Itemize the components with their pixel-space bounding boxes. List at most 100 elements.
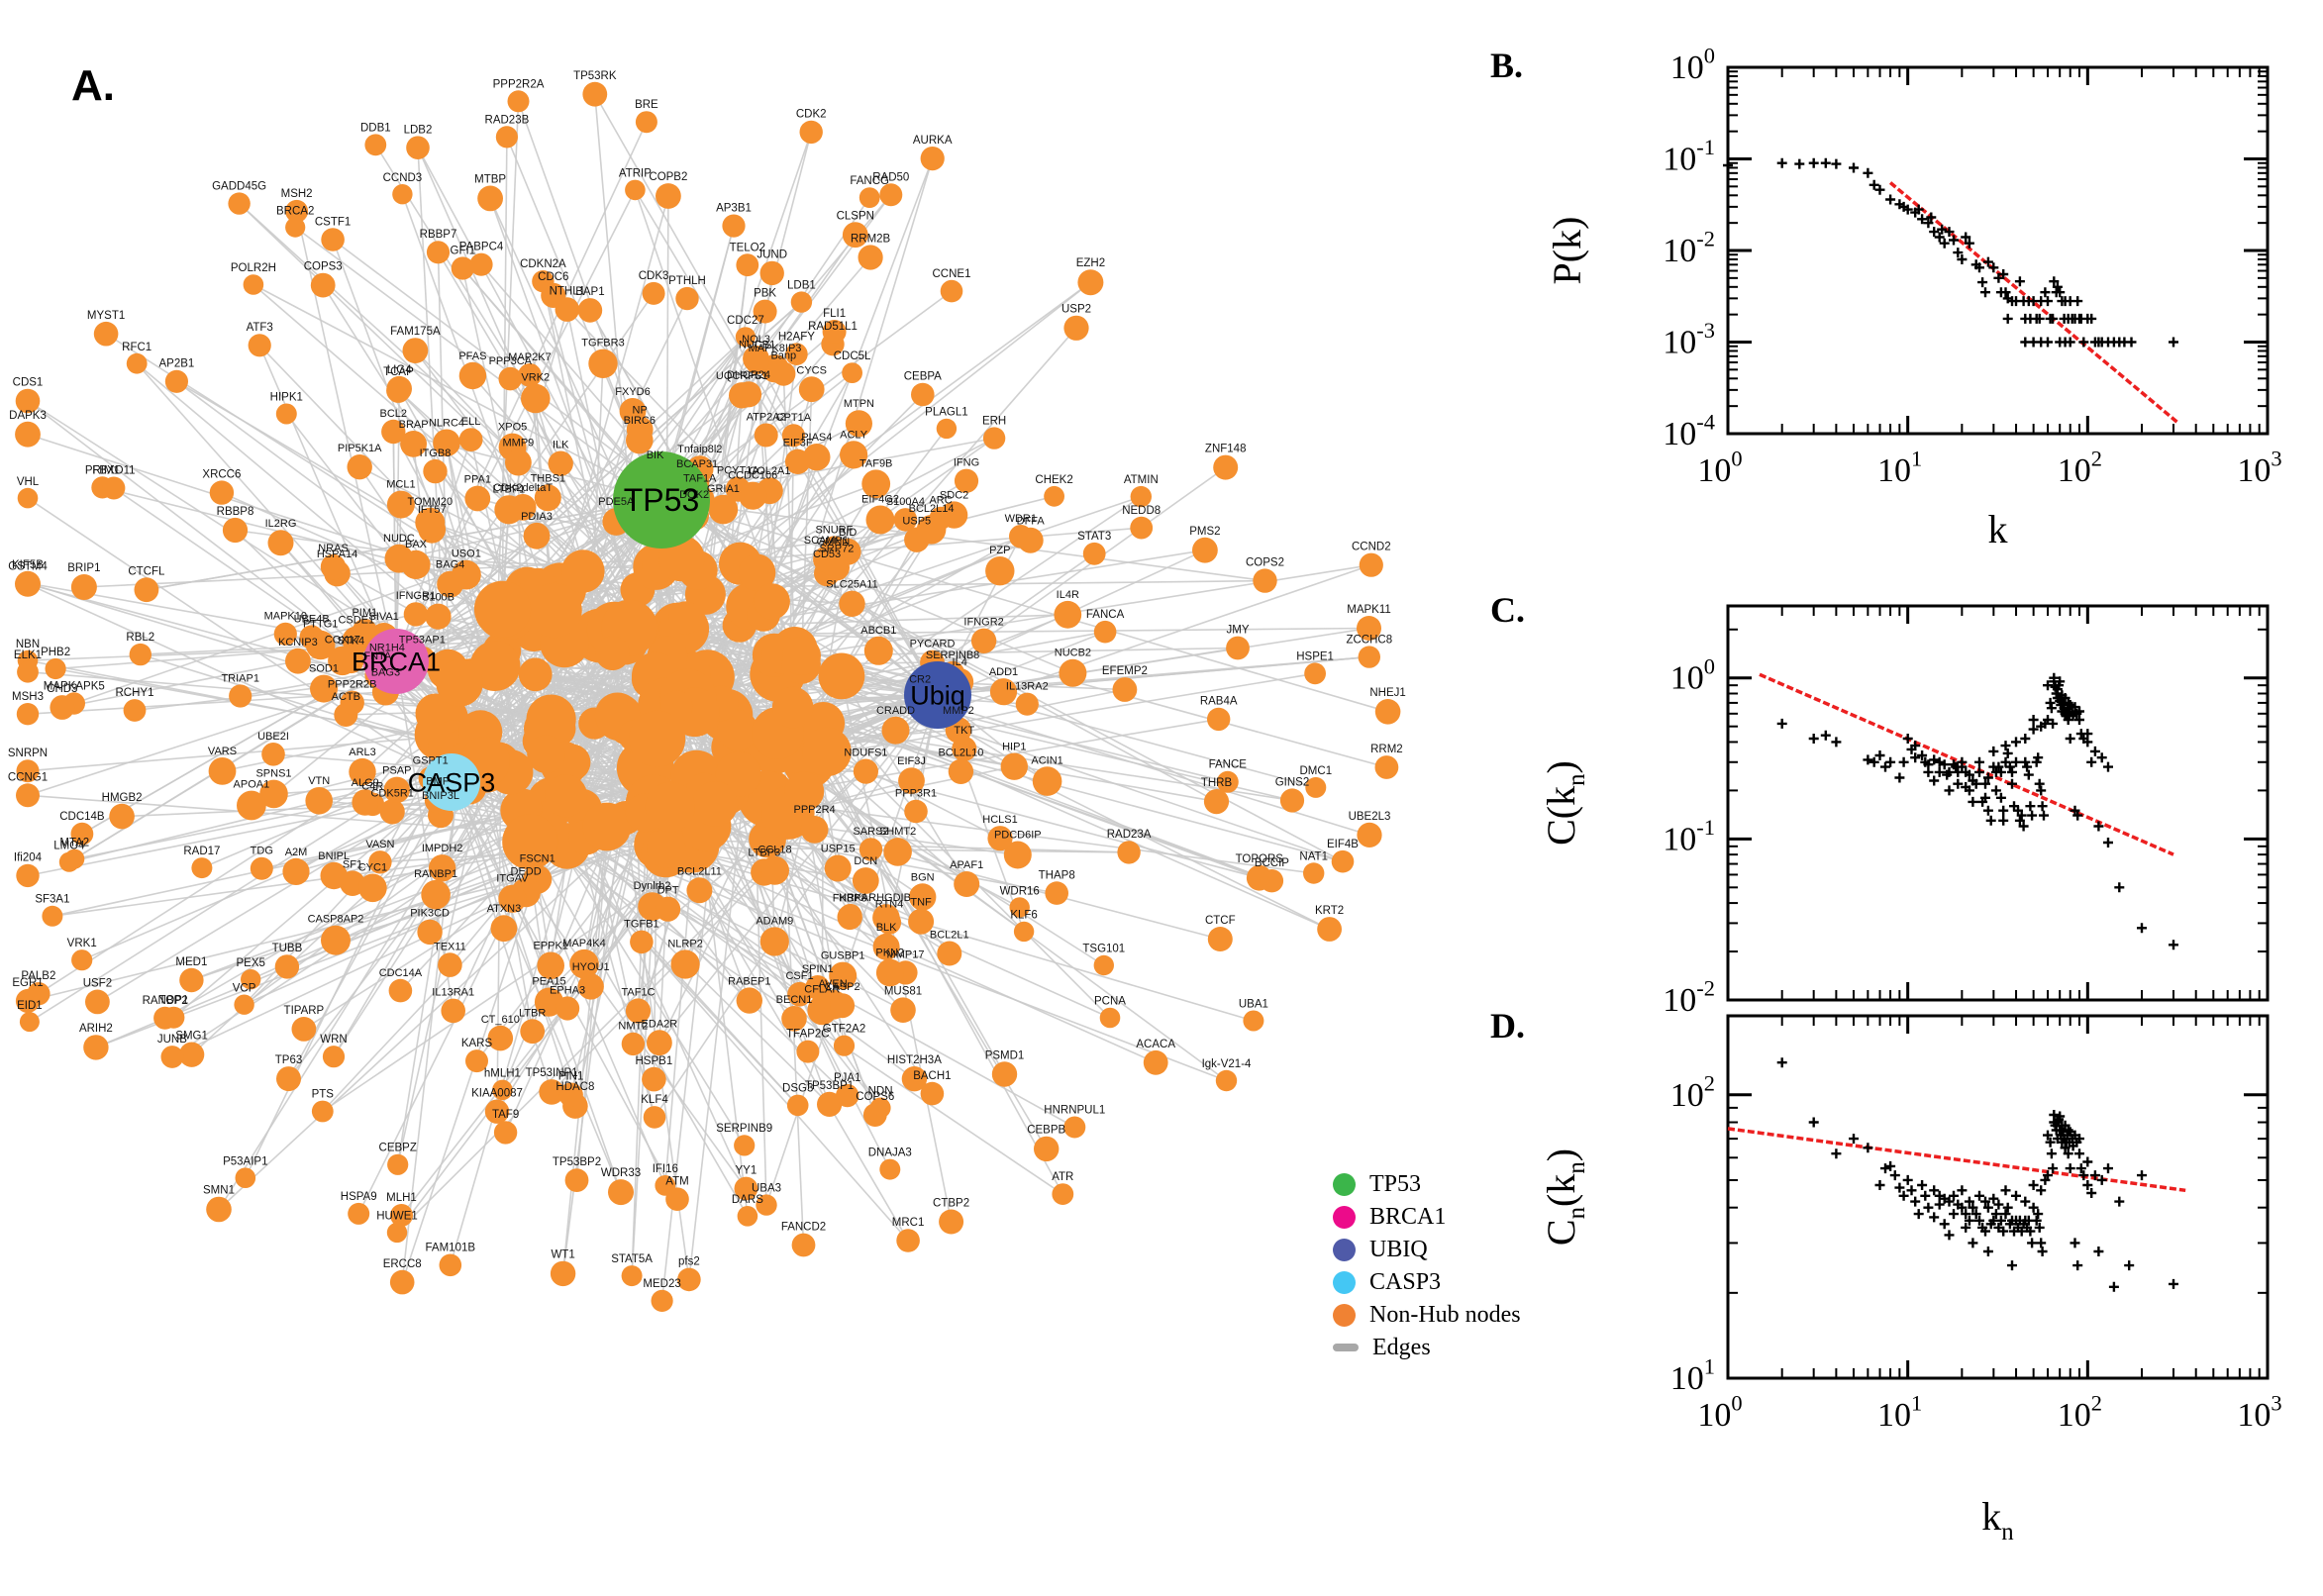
network-node [940, 501, 968, 529]
network-node [388, 978, 413, 1003]
network-node [734, 1176, 758, 1201]
network-node [85, 989, 110, 1015]
data-points [1723, 157, 2178, 348]
network-node [433, 429, 460, 457]
network-node [829, 961, 858, 990]
plot-c: 100 10-1 10-2 C(kn) [1539, 604, 2270, 1019]
network-node [403, 602, 429, 627]
node-label: MLH1 [386, 1192, 417, 1204]
network-node [310, 272, 336, 298]
node-label: Igk-V21-4 [1202, 1058, 1252, 1070]
network-node [739, 481, 767, 510]
network-node [1009, 897, 1030, 918]
network-node [386, 490, 415, 519]
node-label: WDR16 [1000, 885, 1040, 897]
node-label: BRE [635, 99, 658, 111]
node-label: VRK1 [67, 938, 97, 949]
network-edge [395, 439, 472, 662]
network-node [890, 997, 916, 1023]
network-node [126, 352, 148, 374]
node-label: NBN [16, 639, 40, 650]
network-node [1303, 862, 1325, 884]
network-edge [462, 759, 1314, 874]
network-node [209, 480, 235, 505]
node-label: CDK2 [796, 109, 827, 121]
node-label: PPP2R2A [493, 78, 545, 90]
network-edge [749, 606, 767, 1206]
network-node [415, 507, 446, 538]
node-label: SF3A1 [35, 894, 69, 906]
node-label: GADD45G [212, 180, 266, 192]
network-node [824, 854, 852, 882]
network-node [1003, 841, 1032, 869]
node-label: RAD23B [485, 114, 530, 126]
node-label: NAT1 [1299, 850, 1328, 862]
network-node [875, 958, 904, 987]
network-node [493, 1121, 518, 1145]
network-node [228, 192, 251, 215]
network-node [608, 1179, 634, 1206]
network-node [852, 867, 879, 894]
network-node [982, 427, 1006, 449]
network-node [208, 757, 237, 785]
node-label: GTF2A2 [823, 1024, 865, 1036]
plot-frame [1726, 1014, 2270, 1380]
node-label: TSG101 [1082, 944, 1125, 955]
node-label: TELO2 [730, 242, 765, 253]
network-node [1112, 677, 1138, 702]
node-label: USP2 [1061, 304, 1091, 316]
node-label: USP5 [902, 516, 931, 528]
node-label: USF2 [83, 978, 112, 990]
network-node [1213, 454, 1239, 480]
network-node [799, 120, 823, 145]
network-node [206, 1196, 232, 1223]
network-node [229, 684, 252, 708]
network-node [237, 790, 266, 821]
node-label: CHEK2 [1035, 474, 1072, 486]
network-edge [450, 808, 583, 1266]
network-node [1304, 662, 1326, 685]
network-edge [654, 694, 939, 1118]
network-node [1077, 269, 1104, 296]
node-label: MSH2 [281, 188, 313, 200]
node-label: TIPARP [284, 1005, 325, 1017]
network-node [1357, 822, 1382, 848]
network-node [819, 548, 848, 577]
node-label: ELK1 [14, 649, 42, 661]
network-node [621, 1265, 643, 1287]
node-label: CTCFL [128, 565, 165, 577]
node-label: RRM2B [851, 234, 891, 246]
network-node [70, 822, 94, 846]
network-node [17, 487, 39, 509]
node-label: CDC14B [59, 811, 105, 823]
axis-title: k [1988, 507, 2008, 551]
node-label: RAD51L1 [808, 321, 858, 333]
node-label: ACTB [332, 691, 360, 703]
network-node [234, 994, 254, 1015]
network-node [621, 1032, 646, 1056]
node-label: PTHLH [668, 275, 706, 287]
network-node [677, 1267, 701, 1292]
node-label: COPS3 [304, 261, 343, 273]
network-node [904, 799, 928, 824]
node-label: DSG3 [782, 1083, 813, 1095]
node-label: RBBP7 [420, 229, 457, 241]
network-node [352, 789, 379, 816]
network-node [387, 1153, 409, 1175]
network-node [839, 590, 865, 617]
network-node [17, 660, 39, 683]
node-label: EZH2 [1076, 257, 1105, 269]
node-label: ACACA [1136, 1039, 1175, 1050]
network-node [582, 802, 632, 851]
hub-node-tp53 [613, 451, 710, 549]
network-node [1374, 699, 1401, 725]
node-label: KRT2 [1315, 905, 1344, 917]
tick-label: 101 [1670, 1354, 1715, 1397]
network-node [781, 424, 806, 448]
network-node [745, 350, 769, 374]
network-node [250, 856, 273, 880]
node-label: DDB1 [360, 122, 391, 134]
network-nodes [15, 81, 1401, 1312]
network-node [734, 1135, 756, 1156]
network-node [865, 505, 895, 535]
